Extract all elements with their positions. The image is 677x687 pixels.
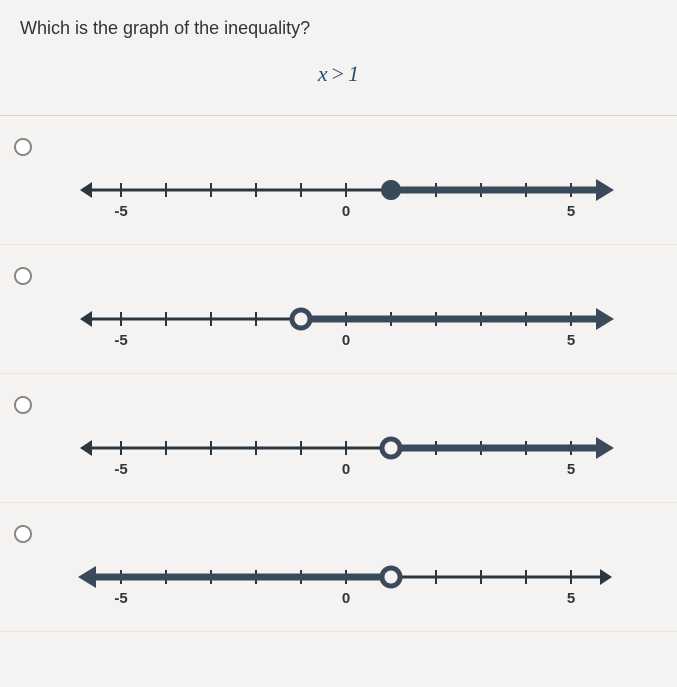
options-container: -5 0 5 -5 0 5 -5 0 5 -5 0 5 — [0, 115, 677, 632]
svg-text:-5: -5 — [114, 332, 127, 349]
radio-cell — [0, 259, 46, 285]
radio-button[interactable] — [14, 138, 32, 156]
radio-cell — [0, 130, 46, 156]
svg-text:0: 0 — [342, 461, 350, 478]
radio-cell — [0, 388, 46, 414]
option-row[interactable]: -5 0 5 — [0, 374, 677, 503]
svg-text:0: 0 — [342, 203, 350, 220]
svg-text:5: 5 — [567, 203, 575, 220]
svg-text:-5: -5 — [114, 203, 127, 220]
option-row[interactable]: -5 0 5 — [0, 245, 677, 374]
svg-text:-5: -5 — [114, 590, 127, 607]
radio-button[interactable] — [14, 267, 32, 285]
number-line: -5 0 5 — [46, 160, 646, 230]
radio-button[interactable] — [14, 525, 32, 543]
inequality-operator: > — [332, 61, 344, 86]
graph-cell: -5 0 5 — [46, 259, 677, 359]
option-row[interactable]: -5 0 5 — [0, 503, 677, 632]
number-line: -5 0 5 — [46, 289, 646, 359]
inequality-variable: x — [318, 61, 328, 86]
svg-text:0: 0 — [342, 590, 350, 607]
svg-text:5: 5 — [567, 590, 575, 607]
radio-button[interactable] — [14, 396, 32, 414]
svg-text:5: 5 — [567, 461, 575, 478]
inequality-value: 1 — [348, 61, 359, 86]
number-line: -5 0 5 — [46, 547, 646, 617]
radio-cell — [0, 517, 46, 543]
option-row[interactable]: -5 0 5 — [0, 116, 677, 245]
graph-cell: -5 0 5 — [46, 517, 677, 617]
graph-cell: -5 0 5 — [46, 388, 677, 488]
number-line: -5 0 5 — [46, 418, 646, 488]
graph-cell: -5 0 5 — [46, 130, 677, 230]
svg-text:-5: -5 — [114, 461, 127, 478]
svg-text:0: 0 — [342, 332, 350, 349]
inequality-expression: x>1 — [0, 49, 677, 115]
svg-text:5: 5 — [567, 332, 575, 349]
question-text: Which is the graph of the inequality? — [0, 0, 677, 49]
